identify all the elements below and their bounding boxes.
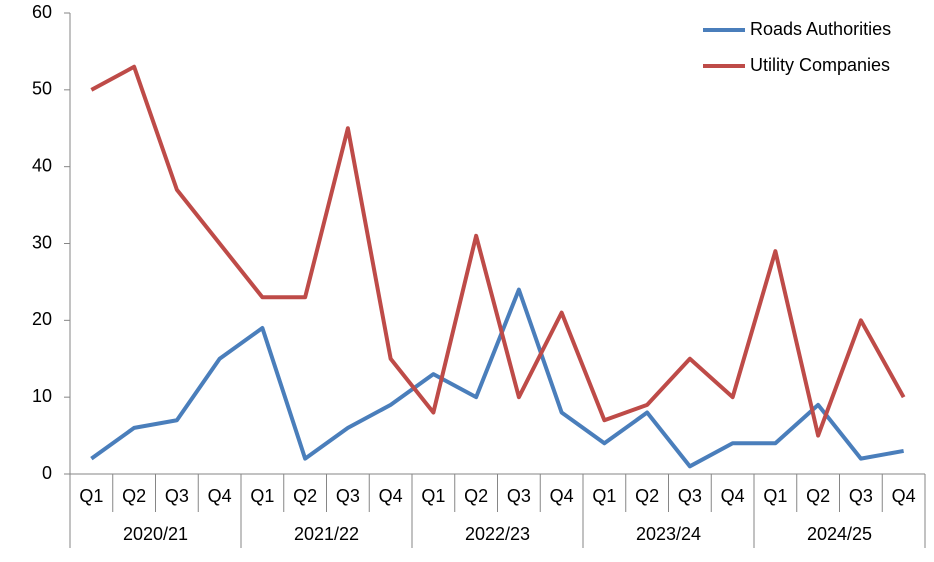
y-tick-label: 30	[32, 232, 52, 252]
x-tick-label: Q1	[763, 486, 787, 506]
y-tick-label: 10	[32, 386, 52, 406]
x-tick-label: Q4	[379, 486, 403, 506]
y-tick-label: 60	[32, 2, 52, 22]
series-line	[90, 287, 904, 469]
group-label: 2021/22	[294, 524, 359, 544]
x-tick-label: Q1	[79, 486, 103, 506]
x-tick-label: Q4	[892, 486, 916, 506]
y-tick-label: 50	[32, 79, 52, 99]
x-tick-label: Q2	[122, 486, 146, 506]
x-tick-label: Q3	[678, 486, 702, 506]
legend-label: Roads Authorities	[750, 19, 891, 39]
x-tick-label: Q4	[550, 486, 574, 506]
x-tick-label: Q3	[849, 486, 873, 506]
group-label: 2024/25	[807, 524, 872, 544]
legend-label: Utility Companies	[750, 55, 890, 75]
x-tick-label: Q1	[592, 486, 616, 506]
x-tick-label: Q4	[208, 486, 232, 506]
x-tick-label: Q1	[250, 486, 274, 506]
y-tick-label: 40	[32, 155, 52, 175]
group-label: 2023/24	[636, 524, 701, 544]
x-tick-label: Q2	[635, 486, 659, 506]
y-tick-label: 20	[32, 309, 52, 329]
x-tick-label: Q3	[165, 486, 189, 506]
x-tick-label: Q4	[721, 486, 745, 506]
x-tick-label: Q3	[507, 486, 531, 506]
x-tick-label: Q2	[293, 486, 317, 506]
x-tick-label: Q2	[464, 486, 488, 506]
x-tick-label: Q3	[336, 486, 360, 506]
group-label: 2022/23	[465, 524, 530, 544]
y-tick-label: 0	[42, 463, 52, 483]
series-line	[90, 64, 906, 438]
x-tick-label: Q2	[806, 486, 830, 506]
x-tick-label: Q1	[421, 486, 445, 506]
group-label: 2020/21	[123, 524, 188, 544]
